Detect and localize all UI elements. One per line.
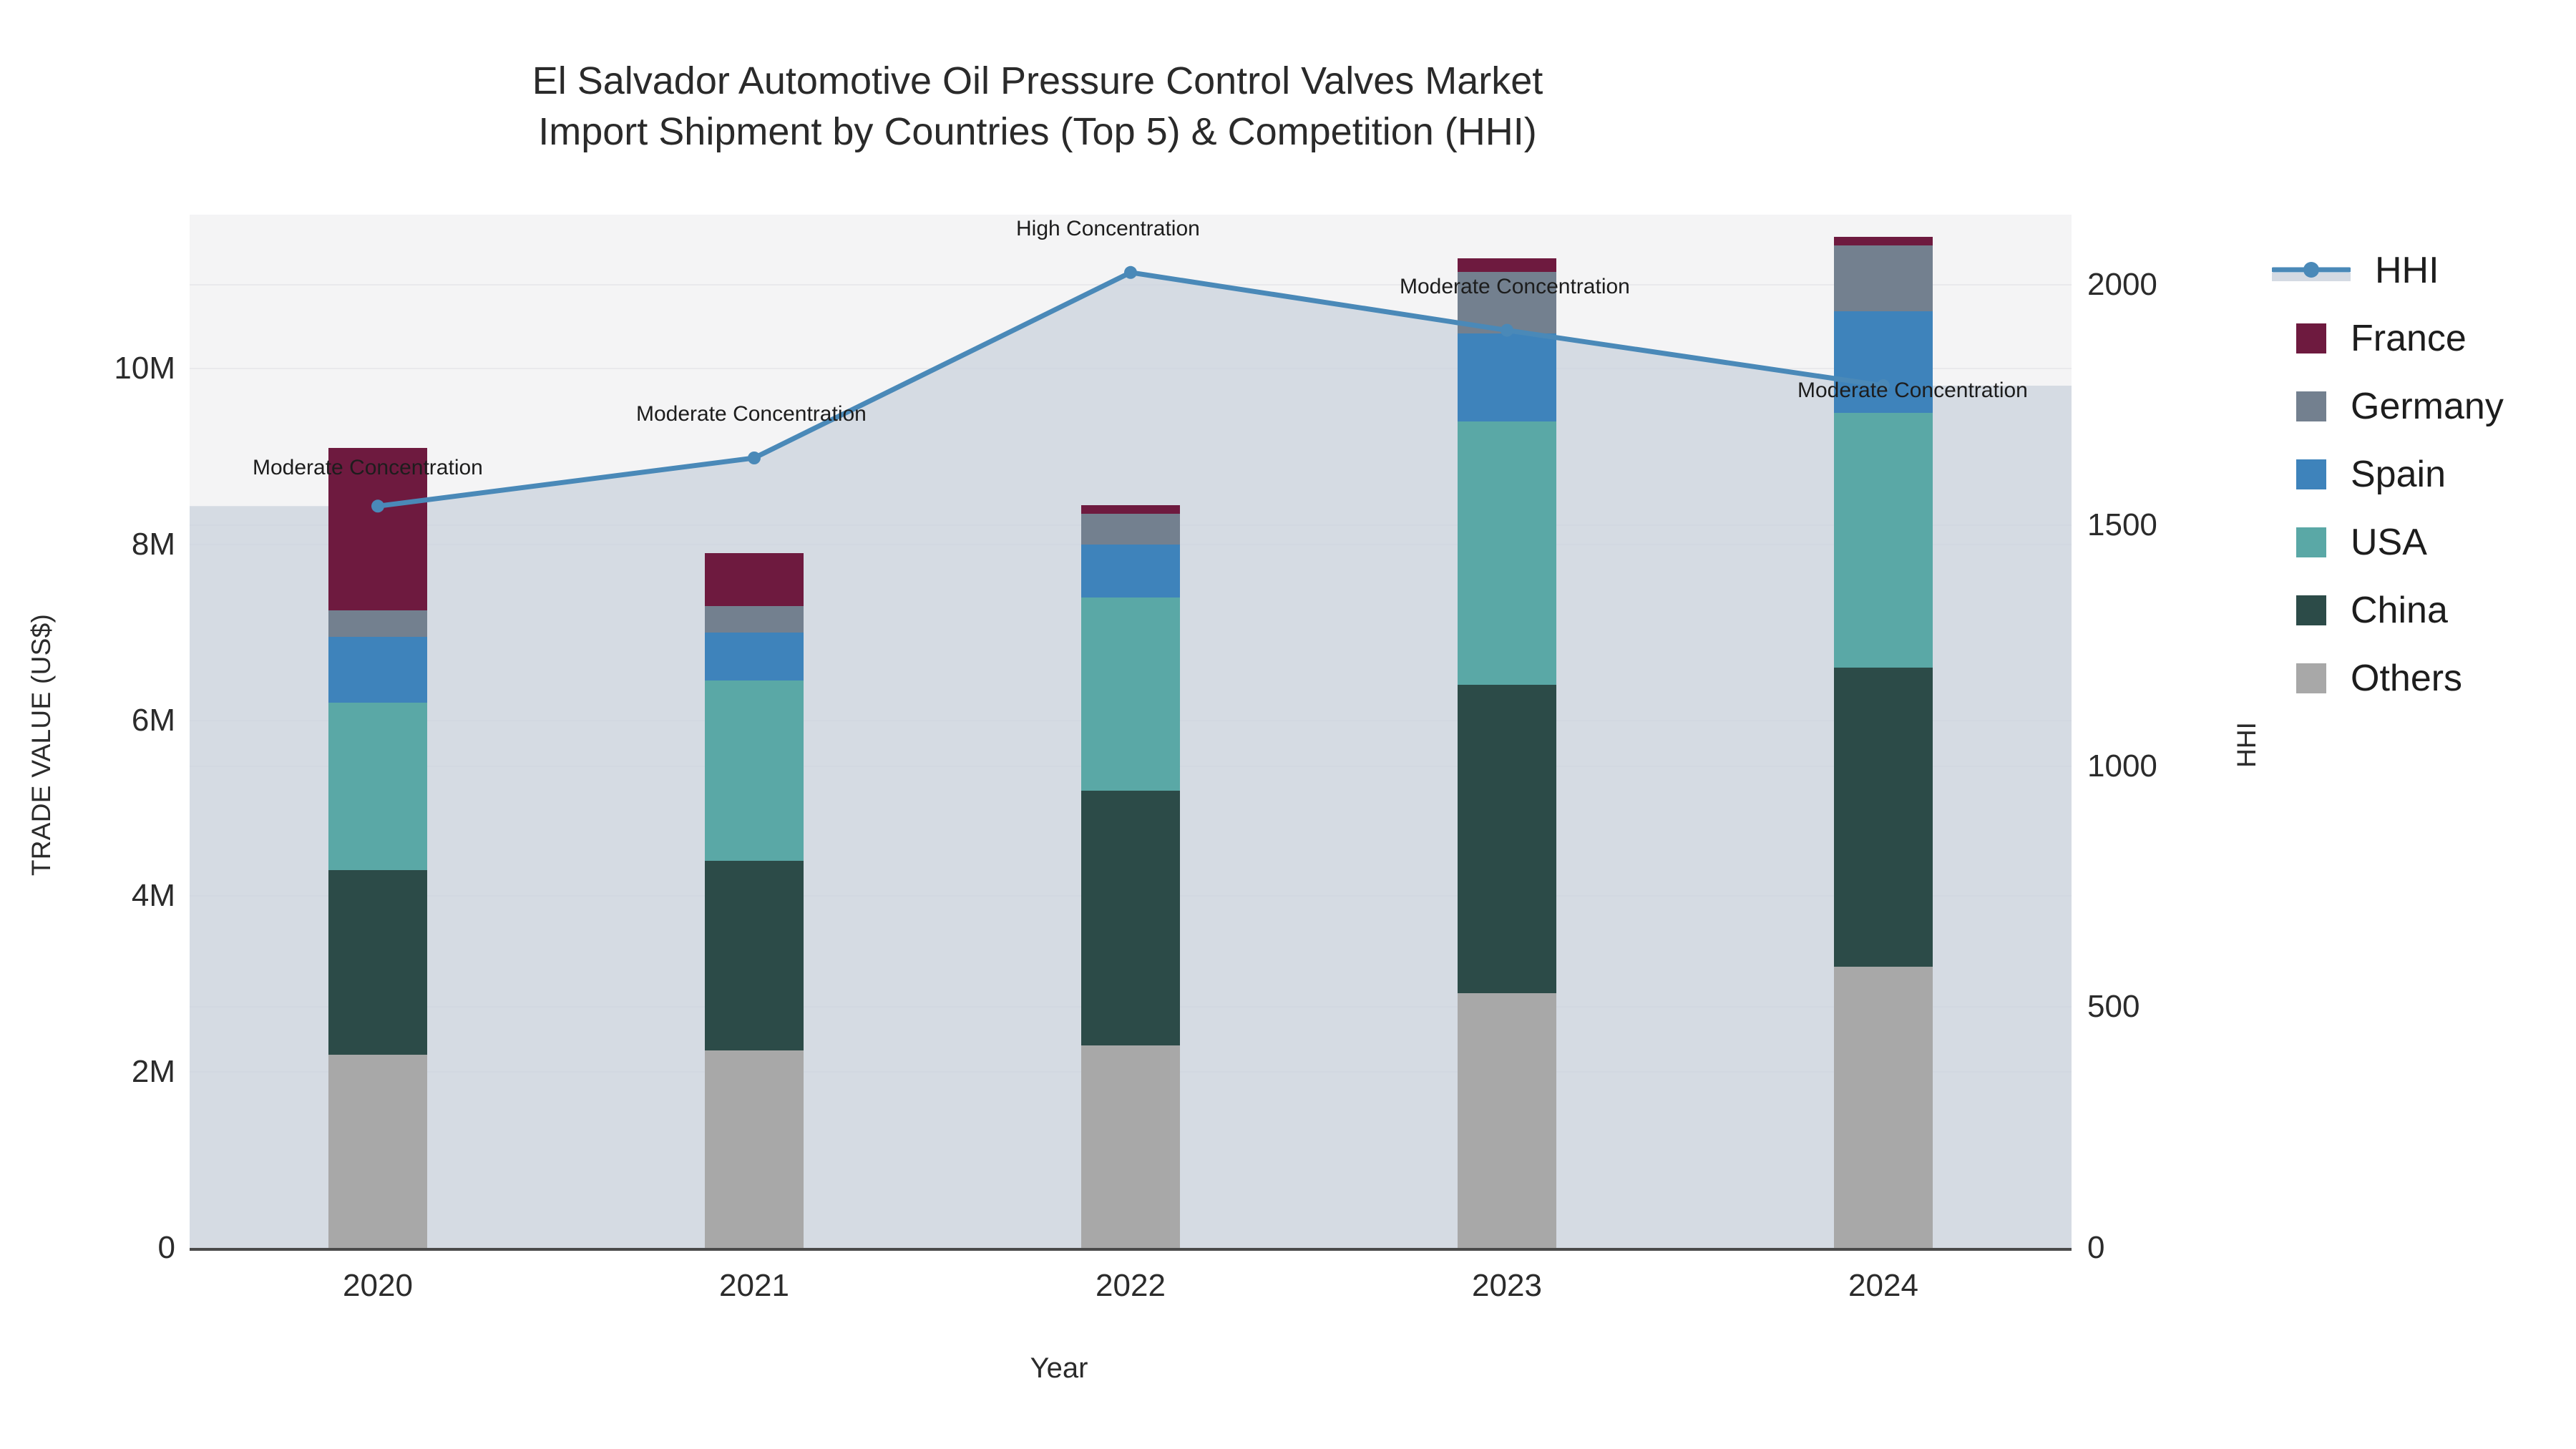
x-tick-label-2024: 2024 — [1848, 1268, 1918, 1303]
bar-2023[interactable] — [1458, 258, 1556, 1248]
bar-segment-usa[interactable] — [705, 680, 804, 862]
legend-swatch-germany-icon — [2296, 391, 2326, 421]
y-axis-left-label: TRADE VALUE (US$) — [26, 613, 56, 877]
y-left-tick-label: 6M — [131, 702, 175, 738]
bar-segment-others[interactable] — [1458, 992, 1556, 1248]
y-left-tick-label: 10M — [114, 351, 175, 386]
x-tick-label-2022: 2022 — [1096, 1268, 1166, 1303]
y-left-tick-label: 8M — [131, 526, 175, 562]
x-tick-label-2023: 2023 — [1472, 1268, 1542, 1303]
legend-label: Spain — [2351, 453, 2446, 495]
chart-title-line-2: Import Shipment by Countries (Top 5) & C… — [538, 110, 1537, 154]
chart-title-line-1: El Salvador Automotive Oil Pressure Cont… — [532, 59, 1543, 102]
bar-segment-china[interactable] — [328, 869, 427, 1055]
legend-line-marker-icon — [2270, 255, 2352, 286]
chart-title: El Salvador Automotive Oil Pressure Cont… — [0, 56, 2075, 158]
bar-segment-others[interactable] — [1081, 1045, 1180, 1248]
legend-item-hhi[interactable]: HHI — [2270, 236, 2504, 304]
legend-item-usa[interactable]: USA — [2272, 508, 2504, 576]
bar-segment-usa[interactable] — [1458, 421, 1556, 686]
bar-segment-china[interactable] — [1834, 667, 1933, 967]
y-right-tick-label: 1000 — [2087, 748, 2157, 784]
chart-legend: HHI France Germany Spain USA China Others — [2270, 236, 2504, 712]
bar-segment-china[interactable] — [705, 861, 804, 1050]
legend-label: Germany — [2351, 385, 2504, 427]
y-right-tick-label: 2000 — [2087, 266, 2157, 302]
bar-segment-germany[interactable] — [705, 605, 804, 633]
annotation-2021: Moderate Concentration — [636, 401, 867, 426]
bar-2020[interactable] — [328, 447, 427, 1248]
legend-swatch-spain-icon — [2296, 459, 2326, 489]
annotation-2024: Moderate Concentration — [1797, 378, 2028, 402]
plot-area — [190, 215, 2072, 1249]
legend-item-china[interactable]: China — [2272, 576, 2504, 644]
x-tick-label-2020: 2020 — [343, 1268, 413, 1303]
x-axis-line — [190, 1248, 2072, 1251]
bar-segment-germany[interactable] — [328, 610, 427, 637]
x-axis-label: Year — [1030, 1352, 1088, 1384]
x-tick-label-2021: 2021 — [719, 1268, 789, 1303]
legend-label: Others — [2351, 657, 2463, 699]
bar-segment-france[interactable] — [1834, 236, 1933, 246]
y-right-tick-label: 1500 — [2087, 507, 2157, 543]
legend-label: HHI — [2375, 249, 2439, 291]
annotation-2023: Moderate Concentration — [1400, 274, 1630, 298]
bar-segment-usa[interactable] — [1834, 412, 1933, 668]
legend-label: USA — [2351, 521, 2427, 563]
bar-segment-china[interactable] — [1458, 685, 1556, 993]
legend-item-spain[interactable]: Spain — [2272, 440, 2504, 508]
bar-segment-china[interactable] — [1081, 790, 1180, 1046]
bar-segment-spain[interactable] — [1458, 333, 1556, 421]
y-right-tick-label: 500 — [2087, 989, 2140, 1025]
bar-segment-germany[interactable] — [1834, 245, 1933, 312]
legend-swatch-france-icon — [2296, 323, 2326, 353]
annotation-2022: High Concentration — [1016, 216, 1200, 240]
bar-segment-spain[interactable] — [328, 636, 427, 703]
legend-item-others[interactable]: Others — [2272, 644, 2504, 712]
bar-segment-others[interactable] — [328, 1054, 427, 1248]
legend-item-germany[interactable]: Germany — [2272, 372, 2504, 440]
annotation-2020: Moderate Concentration — [253, 456, 483, 480]
legend-swatch-china-icon — [2296, 595, 2326, 625]
bar-segment-france[interactable] — [1081, 504, 1180, 514]
bar-segment-others[interactable] — [1834, 966, 1933, 1248]
bar-segment-others[interactable] — [705, 1050, 804, 1248]
bar-segment-germany[interactable] — [1081, 513, 1180, 545]
bar-segment-spain[interactable] — [1081, 544, 1180, 597]
bar-segment-france[interactable] — [705, 553, 804, 606]
bar-2021[interactable] — [705, 553, 804, 1248]
bar-segment-usa[interactable] — [328, 703, 427, 870]
y-left-tick-label: 2M — [131, 1054, 175, 1090]
bar-segment-spain[interactable] — [705, 632, 804, 681]
bar-segment-france[interactable] — [1458, 258, 1556, 272]
bar-2022[interactable] — [1081, 504, 1180, 1248]
y-left-tick-label: 0 — [157, 1230, 175, 1265]
legend-label: France — [2351, 317, 2467, 359]
legend-swatch-usa-icon — [2296, 527, 2326, 557]
y-axis-right-label: HHI — [2232, 722, 2261, 768]
y-left-tick-label: 4M — [131, 878, 175, 914]
y-right-tick-label: 0 — [2087, 1230, 2105, 1265]
bar-segment-usa[interactable] — [1081, 597, 1180, 791]
legend-swatch-others-icon — [2296, 663, 2326, 693]
legend-item-france[interactable]: France — [2272, 304, 2504, 372]
legend-label: China — [2351, 589, 2448, 631]
